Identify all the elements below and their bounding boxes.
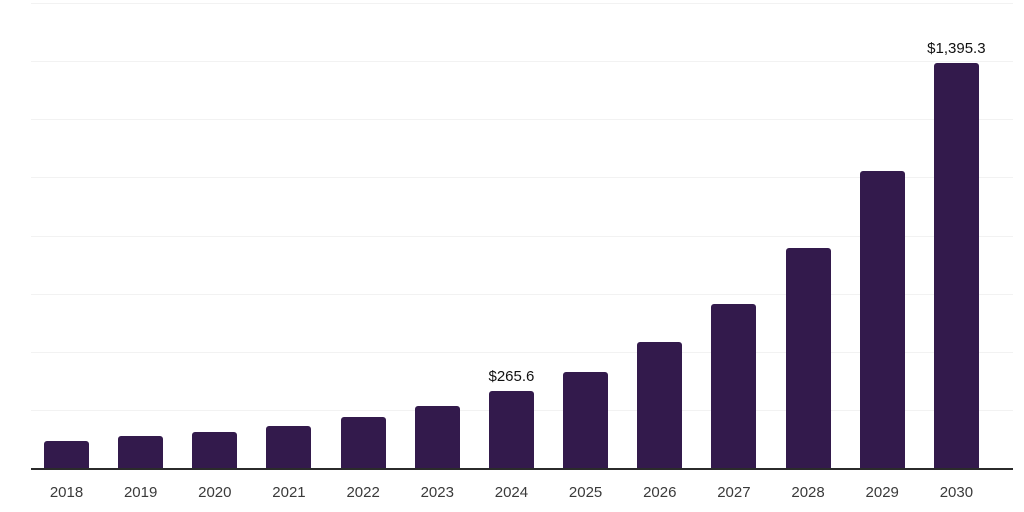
- bar-2024: $265.6 2024: [488, 368, 534, 500]
- bar-2025: 2025: [563, 371, 609, 501]
- x-tick-label-2021: 2021: [272, 484, 306, 501]
- bar-2022: 2022: [340, 417, 386, 501]
- bar-2028: 2028: [785, 248, 831, 501]
- bar-fill-2021: [266, 426, 312, 468]
- x-tick-label-2018: 2018: [49, 484, 84, 501]
- bar-2019: 2019: [118, 436, 164, 501]
- bar-2026: 2026: [637, 341, 683, 501]
- bar-2020: 2020: [192, 432, 238, 501]
- bar-2027: 2027: [711, 303, 757, 501]
- bars-row: 2018 2019 2020 2021 2022 2023 $265.6 2024 2025 20…: [44, 3, 986, 501]
- bar-value-label-2030: $1,395.3: [927, 39, 986, 57]
- bar-fill-2024: [488, 390, 534, 468]
- x-tick-label-2029: 2029: [865, 484, 899, 501]
- bar-fill-2023: [414, 406, 460, 468]
- x-tick-label-2030: 2030: [939, 484, 974, 501]
- bar-fill-2030: [933, 62, 979, 468]
- bar-2018: 2018: [44, 440, 89, 501]
- x-tick-label-2024: 2024: [494, 484, 529, 501]
- bar-fill-2018: [44, 440, 89, 468]
- x-tick-label-2028: 2028: [791, 484, 825, 501]
- x-tick-label-2026: 2026: [643, 484, 677, 501]
- bar-2021: 2021: [266, 426, 312, 501]
- bar-fill-2028: [785, 248, 831, 468]
- bar-2023: 2023: [414, 406, 460, 501]
- gridline: [31, 3, 1013, 4]
- x-axis-line: [31, 468, 1013, 470]
- bar-fill-2025: [563, 371, 609, 468]
- bar-2030: $1,395.3 2030: [927, 40, 985, 501]
- x-tick-label-2020: 2020: [198, 484, 232, 501]
- gridline: [31, 351, 1013, 353]
- bar-fill-2027: [711, 303, 757, 468]
- x-tick-label-2027: 2027: [717, 484, 751, 501]
- x-tick-label-2025: 2025: [568, 484, 603, 501]
- gridline: [31, 293, 1013, 295]
- gridline: [31, 235, 1013, 237]
- gridline: [31, 177, 1013, 179]
- x-tick-label-2019: 2019: [123, 484, 158, 501]
- x-tick-label-2023: 2023: [420, 484, 454, 501]
- bar-fill-2029: [859, 171, 905, 468]
- bar-value-label-2024: $265.6: [488, 367, 535, 385]
- bar-fill-2019: [118, 436, 164, 468]
- bar-2029: 2029: [859, 171, 905, 501]
- bar-fill-2026: [637, 341, 683, 468]
- gridline: [31, 61, 1013, 63]
- gridline: [31, 119, 1013, 121]
- bar-fill-2022: [340, 417, 386, 468]
- x-tick-label-2022: 2022: [346, 484, 380, 501]
- plot-area: 2018 2019 2020 2021 2022 2023 $265.6 2024 2025 20…: [31, 3, 1013, 501]
- bar-fill-2020: [192, 432, 238, 468]
